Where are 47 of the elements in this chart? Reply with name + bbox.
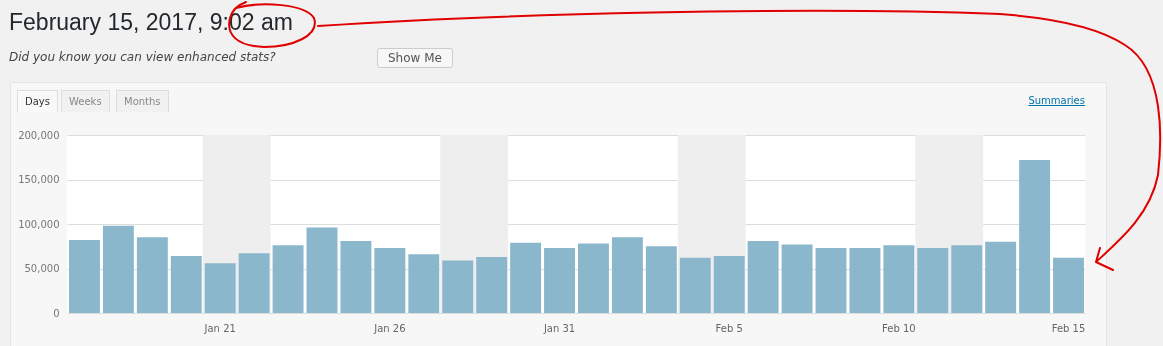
x-tick-label: Feb 10 <box>882 322 916 334</box>
bar <box>374 248 406 313</box>
bar <box>69 240 100 313</box>
bar <box>102 225 134 313</box>
text: Months <box>116 90 169 112</box>
bar <box>883 245 915 313</box>
y-tick-label: 200,000 <box>18 129 60 141</box>
bar <box>781 244 813 313</box>
bar <box>1019 159 1051 313</box>
bar <box>476 256 508 313</box>
y-tick-label: 50,000 <box>24 263 60 274</box>
bar <box>136 237 168 313</box>
bar <box>849 248 881 313</box>
text: Show Me <box>377 48 453 68</box>
bar <box>645 246 677 313</box>
bar <box>917 248 949 313</box>
y-tick-label: 0 <box>53 307 60 319</box>
bar <box>442 260 474 313</box>
bar <box>340 240 372 313</box>
bar <box>510 242 542 313</box>
x-tick-label: Jan 31 <box>542 322 576 334</box>
bar <box>985 241 1017 313</box>
bar <box>815 248 847 313</box>
bar <box>238 253 270 313</box>
bar <box>1053 257 1084 313</box>
bar <box>408 254 440 313</box>
bar <box>747 240 779 313</box>
bar <box>951 245 983 313</box>
bar <box>578 243 609 313</box>
x-tick-label: Feb 5 <box>715 322 743 334</box>
bar <box>679 257 711 313</box>
text: Weeks <box>61 90 110 112</box>
bar <box>713 256 745 313</box>
y-tick-label: 150,000 <box>18 174 60 185</box>
bar <box>611 237 643 313</box>
text: Days <box>17 90 58 112</box>
x-tick-label: Jan 21 <box>203 322 236 334</box>
bar <box>272 245 304 313</box>
bar <box>544 248 575 313</box>
bar <box>170 256 202 313</box>
x-tick-label: Feb 15 <box>1051 322 1086 334</box>
y-tick-label: 100,000 <box>18 218 60 230</box>
text: Summaries <box>1028 95 1085 106</box>
x-tick-label: Jan 26 <box>373 322 406 334</box>
bar <box>306 227 338 313</box>
chart-subtitle: Did you know you can view enhanced stats? <box>9 50 276 64</box>
bar <box>204 263 236 313</box>
